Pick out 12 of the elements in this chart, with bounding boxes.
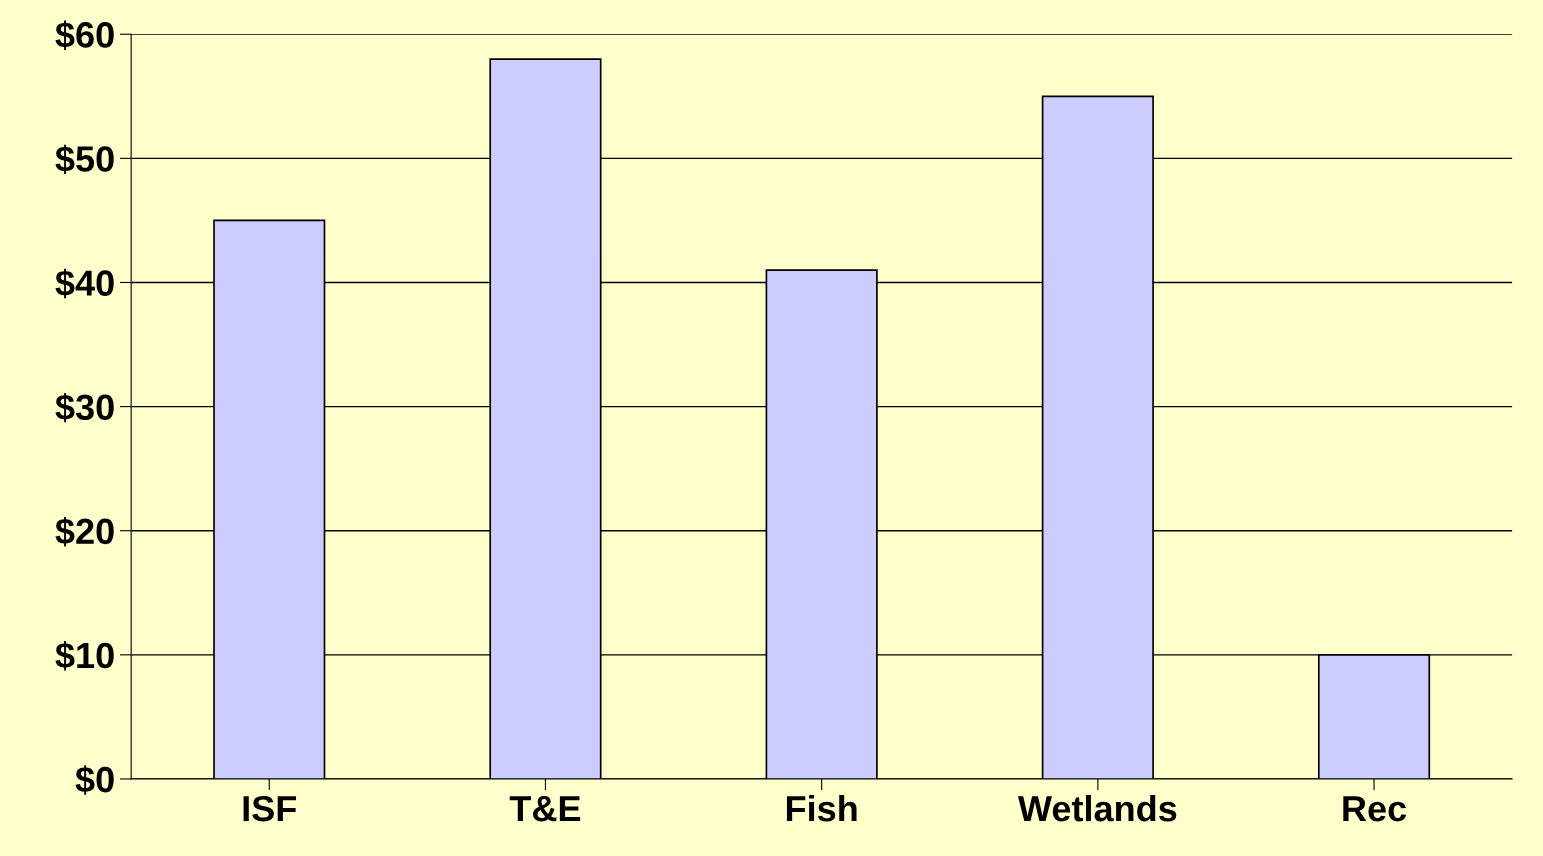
y-tick-label: $0 bbox=[75, 765, 114, 795]
x-tick-label: Fish bbox=[786, 794, 857, 822]
x-tick-label: Wetlands bbox=[1017, 794, 1177, 822]
x-tick-label: T&E bbox=[509, 796, 581, 822]
y-tick-label: $10 bbox=[55, 641, 114, 671]
x-tick-label: ISF bbox=[243, 795, 297, 822]
y-tick-label: $30 bbox=[55, 392, 114, 423]
x-tick-label: Rec bbox=[1343, 796, 1407, 822]
y-tick-label: $50 bbox=[55, 144, 114, 175]
y-tick-label: $20 bbox=[55, 517, 114, 547]
y-tick-label: $60 bbox=[55, 20, 114, 50]
y-tick-label: $40 bbox=[55, 268, 114, 299]
